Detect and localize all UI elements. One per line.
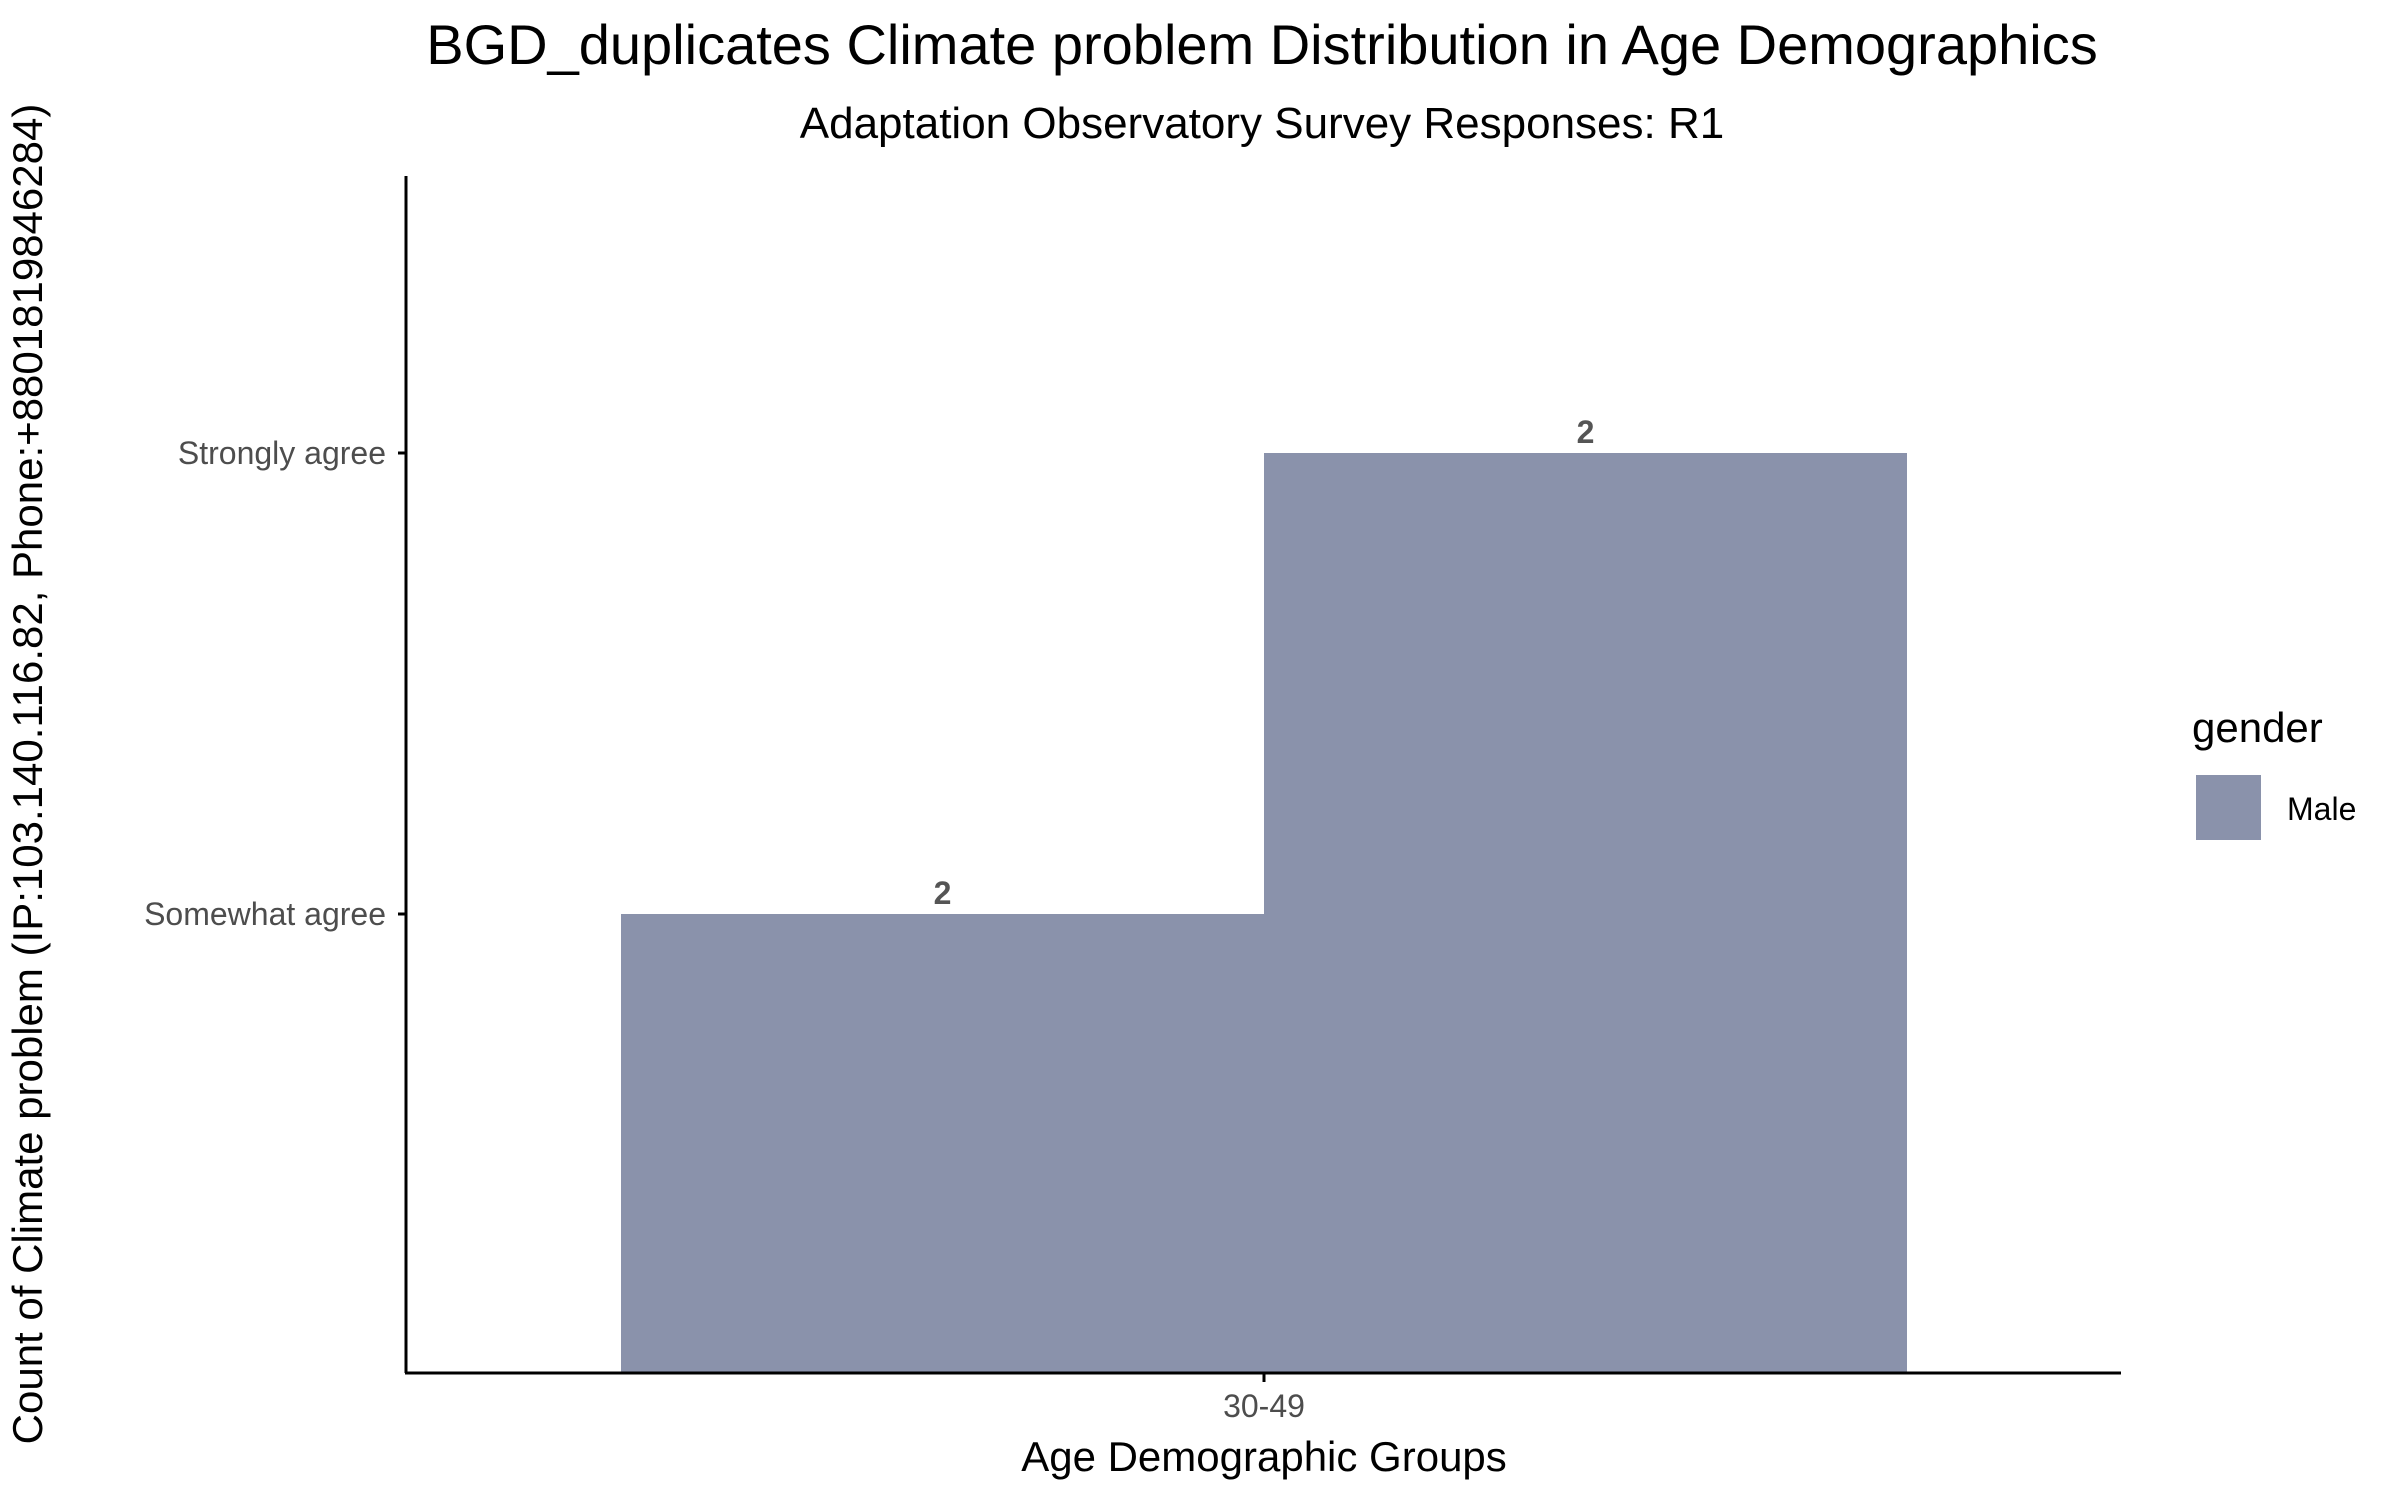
bars-layer [621, 453, 1907, 1373]
bar-30-49-somewhat-agree [621, 914, 1264, 1373]
data-label-1: 2 [934, 875, 952, 911]
x-axis-title: Age Demographic Groups [1021, 1433, 1507, 1480]
legend: gender Male [2192, 704, 2356, 840]
chart-subtitle: Adaptation Observatory Survey Responses:… [800, 99, 1724, 148]
chart-title: BGD_duplicates Climate problem Distribut… [426, 13, 2097, 76]
y-axis-title: Count of Climate problem (IP:103.140.116… [4, 104, 51, 1445]
legend-swatch-male [2196, 775, 2261, 840]
x-ticks-layer: 30-49 [1223, 1373, 1305, 1424]
bar-30-49-strongly-agree [1264, 453, 1907, 1373]
y-tick-label-2: Strongly agree [178, 435, 386, 471]
y-ticks-layer: Somewhat agree Strongly agree [144, 435, 406, 932]
data-label-2: 2 [1577, 414, 1595, 450]
legend-title: gender [2192, 704, 2323, 751]
data-labels-layer: 22 [934, 414, 1595, 911]
y-tick-label-1: Somewhat agree [144, 896, 386, 932]
x-tick-label-1: 30-49 [1223, 1388, 1305, 1424]
legend-label-male: Male [2287, 791, 2356, 827]
